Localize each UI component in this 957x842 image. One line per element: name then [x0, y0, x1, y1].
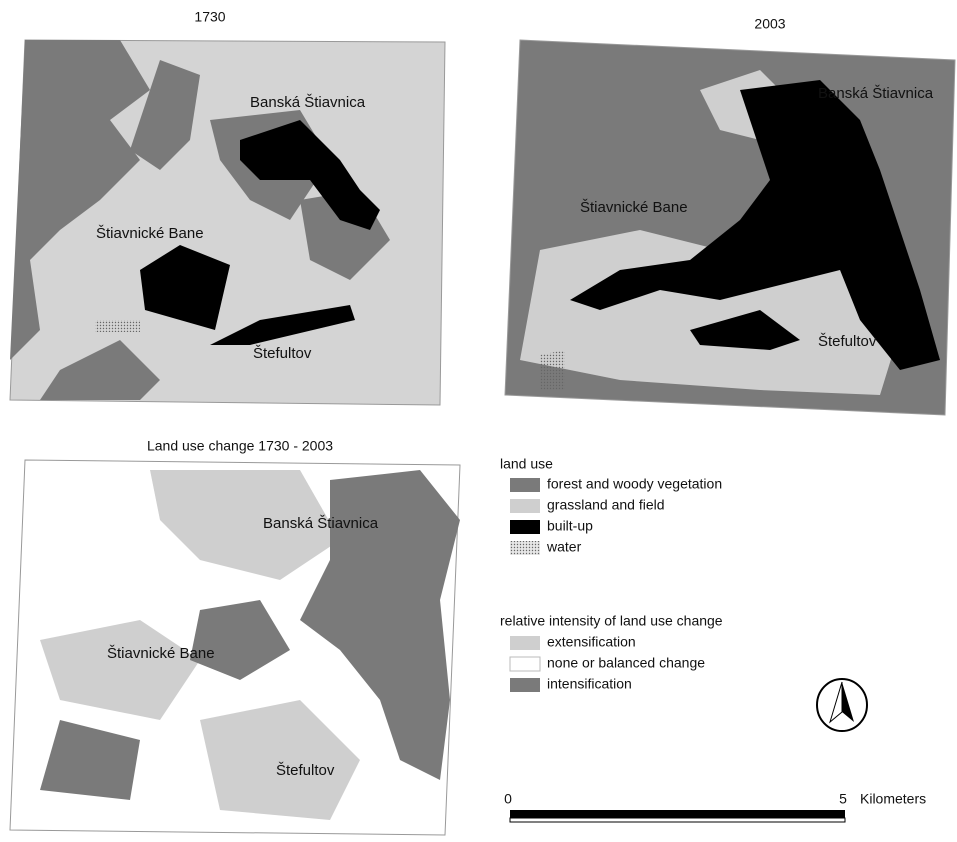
map-2003: 2003 Banská Štiavnica Štiavnické Bane Št… [505, 16, 955, 415]
legend-label: intensification [547, 676, 632, 692]
legend-title: land use [500, 456, 553, 472]
legend-label: water [546, 539, 582, 555]
north-arrow [817, 679, 867, 731]
legend-change: relative intensity of land use change ex… [500, 613, 723, 692]
scale-bar-outline [510, 818, 845, 822]
place-label: Banská Štiavnica [818, 85, 934, 102]
place-label: Štiavnické Bane [96, 225, 204, 242]
place-label: Štiavnické Bane [580, 199, 688, 216]
legend-swatch-pattern [510, 541, 540, 555]
legend-label: extensification [547, 634, 636, 650]
legend-swatch [510, 678, 540, 692]
scale-unit: Kilometers [860, 791, 926, 807]
map-title: 2003 [754, 16, 785, 32]
legend-title: relative intensity of land use change [500, 613, 723, 629]
legend-swatch [510, 657, 540, 671]
legend-swatch [510, 520, 540, 534]
scale-bar-fill [510, 810, 845, 818]
map-1730: 1730 Banská Štiavnica Štiavnické Bane Št… [10, 9, 445, 405]
legend-label: built-up [547, 518, 593, 534]
scale-label: 5 [839, 791, 847, 807]
place-label: Banská Štiavnica [263, 515, 379, 532]
map-title: Land use change 1730 - 2003 [147, 438, 333, 454]
figure: 1730 Banská Štiavnica Štiavnické Bane Št… [0, 0, 957, 837]
map-change: Land use change 1730 - 2003 Banská Štiav… [10, 438, 460, 835]
legend-swatch [510, 636, 540, 650]
place-label: Štiavnické Bane [107, 645, 215, 662]
place-label: Banská Štiavnica [250, 94, 366, 111]
place-label: Štefultov [276, 762, 335, 779]
legend-land-use: land use forest and woody vegetation gras… [500, 456, 722, 555]
map-title: 1730 [194, 9, 225, 25]
scale-bar: 0 5 Kilometers [504, 791, 926, 822]
place-label: Štefultov [253, 345, 312, 362]
legend-label: grassland and field [547, 497, 665, 513]
legend-swatch [510, 478, 540, 492]
legend-label: none or balanced change [547, 655, 705, 671]
place-label: Štefultov [818, 333, 877, 350]
legend-swatch [510, 499, 540, 513]
legend-label: forest and woody vegetation [547, 476, 722, 492]
scale-label: 0 [504, 791, 512, 807]
